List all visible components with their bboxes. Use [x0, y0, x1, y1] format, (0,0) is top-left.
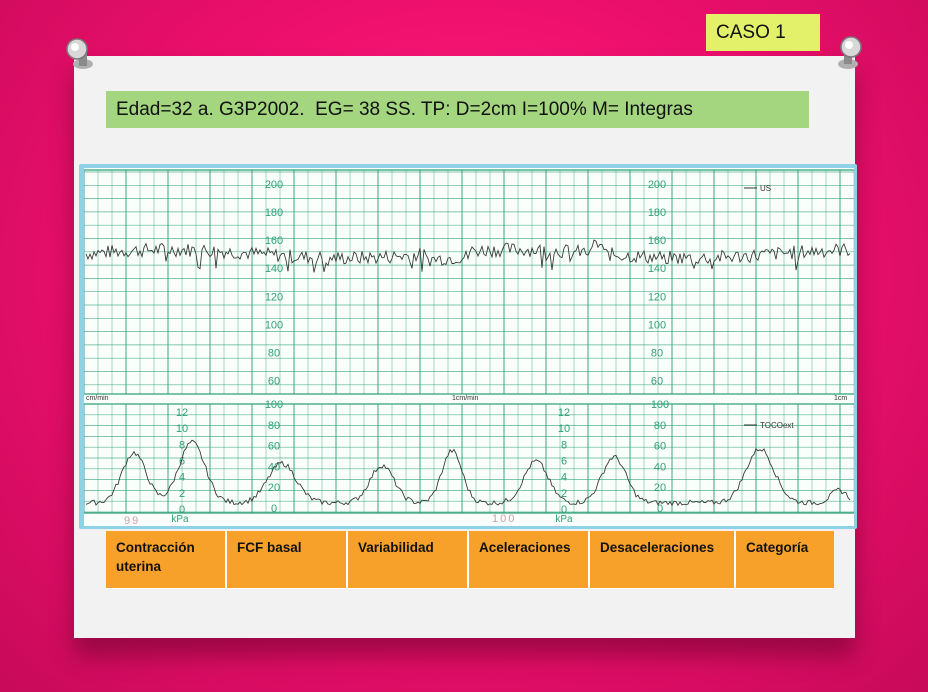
- fhr-scale-label: 180: [648, 207, 666, 219]
- toco-kpa-label: 0: [179, 504, 185, 516]
- header-fcf-basal: FCF basal: [227, 531, 348, 588]
- speed-label-mid: 1cm/min: [452, 395, 479, 402]
- header-aceleraciones: Aceleraciones: [469, 531, 590, 588]
- fhr-scale-label: 200: [265, 179, 283, 191]
- toco-mmhg-label: 100: [265, 399, 283, 411]
- kpa-unit-label: kPa: [555, 514, 573, 525]
- fhr-scale-label: 60: [268, 376, 280, 388]
- pushpin-icon-right: [838, 36, 862, 69]
- header-desaceleraciones: Desaceleraciones: [590, 531, 736, 588]
- fhr-scale-label: 120: [265, 291, 283, 303]
- us-legend: US: [760, 184, 771, 193]
- toco-trace: [85, 439, 851, 507]
- speed-label-right: 1cm: [834, 395, 847, 402]
- fhr-scale-label: 120: [648, 291, 666, 303]
- fhr-scale-label: 180: [265, 207, 283, 219]
- toco-mmhg-label: 0: [271, 503, 277, 515]
- toco-kpa-label: 4: [179, 472, 185, 484]
- header-categoria: Categoría: [736, 531, 834, 588]
- ctg-tracing: 200 180 160 140 120 100 80 60 200 180 160 140 120 100…: [84, 168, 854, 526]
- evaluation-table: Contracción uterina FCF basal Variabilid…: [106, 531, 834, 589]
- page-number-right: 100: [492, 513, 516, 525]
- toco-kpa-label: 2: [179, 488, 185, 500]
- toco-kpa-label: 0: [561, 504, 567, 516]
- toco-kpa-label: 8: [561, 439, 567, 451]
- fhr-scale-label: 60: [651, 376, 663, 388]
- toco-mmhg-label: 20: [654, 482, 666, 494]
- fhr-scale-label: 100: [265, 319, 283, 331]
- toco-kpa-label: 4: [561, 472, 567, 484]
- toco-mmhg-label: 20: [268, 482, 280, 494]
- toco-kpa-label: 10: [558, 423, 570, 435]
- toco-kpa-label: 6: [179, 456, 185, 468]
- toco-kpa-label: 12: [558, 407, 570, 419]
- fhr-scale-label: 140: [648, 263, 666, 275]
- case-label: CASO 1: [706, 14, 820, 51]
- page-number-left: 99: [124, 515, 140, 526]
- ctg-scale-labels: 2001801601401201008060200180160140120100…: [171, 179, 669, 525]
- ctg-grid: [84, 169, 854, 514]
- header-contraccion: Contracción uterina: [106, 531, 227, 588]
- toco-mmhg-label: 100: [651, 399, 669, 411]
- toco-mmhg-label: 60: [654, 441, 666, 453]
- toco-mmhg-label: 80: [654, 420, 666, 432]
- fhr-scale-label: 100: [648, 319, 666, 331]
- toco-kpa-label: 2: [561, 488, 567, 500]
- fhr-scale-label: 140: [265, 263, 283, 275]
- toco-mmhg-label: 40: [654, 461, 666, 473]
- toco-mmhg-label: 60: [268, 441, 280, 453]
- kpa-unit-label: kPa: [171, 514, 189, 525]
- toco-kpa-label: 12: [176, 407, 188, 419]
- toco-kpa-label: 8: [179, 439, 185, 451]
- fhr-scale-label: 80: [651, 347, 663, 359]
- toco-mmhg-label: 0: [657, 503, 663, 515]
- toco-legend: TOCOext: [760, 421, 794, 430]
- fhr-scale-label: 160: [265, 235, 283, 247]
- speed-label-left: cm/min: [86, 395, 109, 402]
- toco-mmhg-label: 80: [268, 420, 280, 432]
- header-variabilidad: Variabilidad: [348, 531, 469, 588]
- fhr-trace: [85, 239, 851, 273]
- pushpin-icon-left: [66, 38, 93, 69]
- fhr-scale-label: 200: [648, 179, 666, 191]
- toco-kpa-label: 10: [176, 423, 188, 435]
- patient-info-bar: Edad=32 a. G3P2002. EG= 38 SS. TP: D=2cm…: [106, 91, 809, 128]
- fhr-scale-label: 160: [648, 235, 666, 247]
- toco-kpa-label: 6: [561, 456, 567, 468]
- fhr-scale-label: 80: [268, 347, 280, 359]
